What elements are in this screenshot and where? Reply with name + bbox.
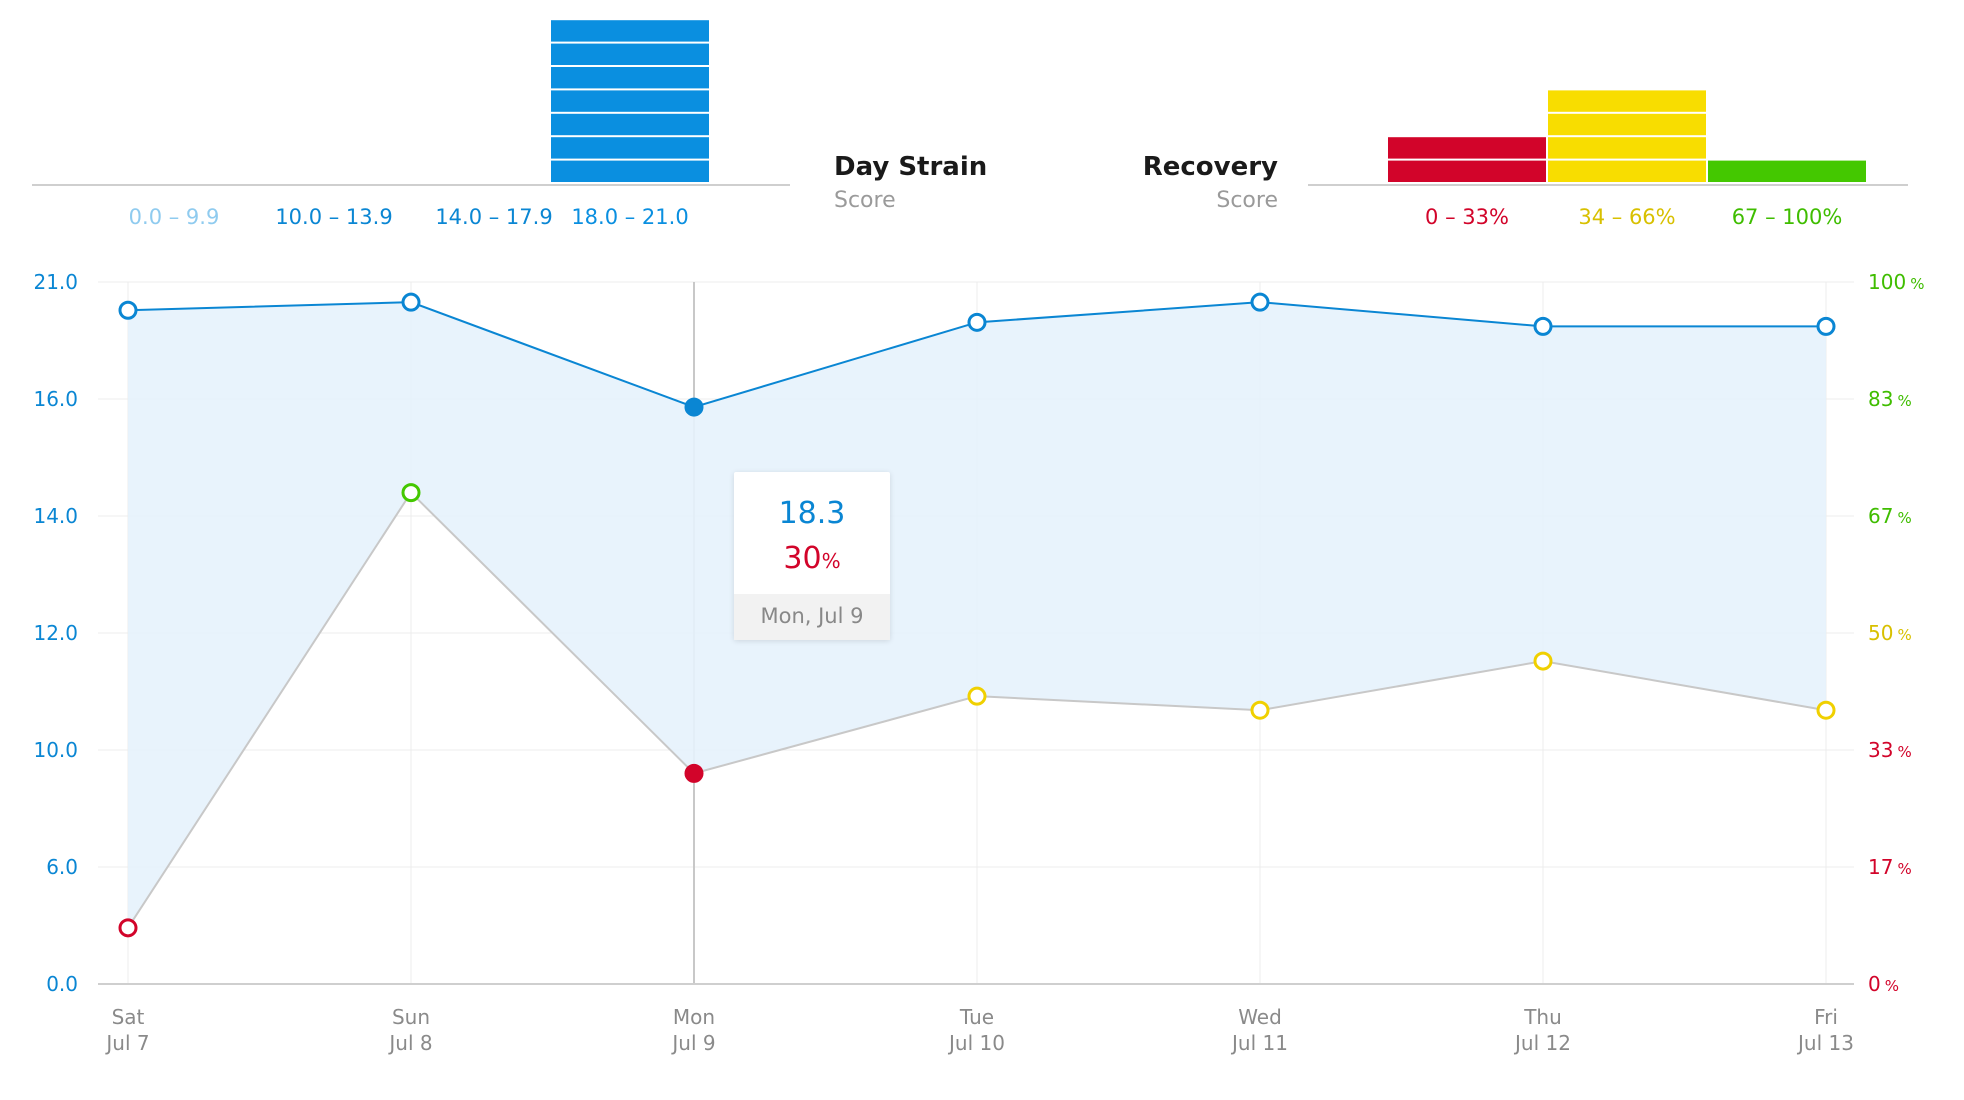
x-axis-day-label: Fri — [1814, 1005, 1838, 1029]
x-axis-date-label: Jul 9 — [670, 1031, 715, 1055]
left-axis-tick-label: 21.0 — [33, 270, 78, 294]
left-axis-tick-label: 12.0 — [33, 621, 78, 645]
x-axis-day-label: Thu — [1523, 1005, 1562, 1029]
x-axis-day-label: Tue — [959, 1005, 994, 1029]
recovery-point-tue — [967, 686, 987, 706]
x-axis-date-label: Jul 12 — [1513, 1031, 1571, 1055]
recovery-histogram-bin-label: 0 – 33% — [1425, 205, 1509, 229]
strain-histogram-bar-segment — [551, 20, 709, 42]
right-axis-tick-label: 50% — [1868, 621, 1912, 645]
x-axis-day-label: Sat — [112, 1005, 145, 1029]
recovery-histogram-bar-segment — [1548, 113, 1706, 136]
x-axis-day-label: Sun — [392, 1005, 430, 1029]
strain-point-sat — [118, 300, 138, 320]
tooltip-strain-value: 18.3 — [778, 496, 846, 531]
recovery-histogram-bin-label: 34 – 66% — [1578, 205, 1675, 229]
recovery-point-wed — [1250, 700, 1270, 720]
x-axis-date-label: Jul 8 — [387, 1031, 432, 1055]
tooltip-recovery-unit: % — [821, 549, 841, 573]
right-axis-tick-label: 33% — [1868, 738, 1912, 762]
recovery-title-block: Recovery Score — [1143, 152, 1278, 213]
strain-histogram-bar-segment — [551, 67, 709, 89]
recovery-point-sat — [118, 918, 138, 938]
recovery-histogram-bar-segment — [1548, 160, 1706, 182]
left-axis-tick-label: 6.0 — [46, 855, 78, 879]
strain-point-sun — [401, 292, 421, 312]
recovery-histogram-bin-label: 67 – 100% — [1732, 205, 1843, 229]
recovery-point-thu — [1533, 651, 1553, 671]
left-axis-tick-label: 16.0 — [33, 387, 78, 411]
tooltip-recovery: 30% — [734, 541, 890, 576]
right-axis-tick-label: 67% — [1868, 504, 1912, 528]
x-axis-day-label: Wed — [1238, 1005, 1282, 1029]
day-strain-title-block: Day Strain Score — [834, 152, 987, 213]
strain-point-fri — [1816, 316, 1836, 336]
x-axis-date-label: Jul 13 — [1796, 1031, 1854, 1055]
left-axis-tick-label: 0.0 — [46, 972, 78, 996]
recovery-title: Recovery — [1142, 152, 1278, 182]
right-axis-tick-label: 17% — [1868, 855, 1912, 879]
day-strain-title: Day Strain — [834, 152, 988, 182]
strain-histogram-bin-label: 18.0 – 21.0 — [571, 205, 688, 229]
strain-point-thu — [1533, 316, 1553, 336]
strain-histogram-bar-segment — [551, 43, 709, 65]
strain-histogram-bin-label: 14.0 – 17.9 — [435, 205, 552, 229]
left-axis-tick-label: 14.0 — [33, 504, 78, 528]
recovery-point-sun — [401, 483, 421, 503]
recovery-histogram-bar-segment — [1548, 90, 1706, 112]
left-axis-tick-label: 10.0 — [33, 738, 78, 762]
recovery-point-fri — [1816, 700, 1836, 720]
right-axis-tick-label: 0% — [1868, 972, 1899, 996]
strain-histogram-bar-segment — [551, 113, 709, 136]
recovery-subtitle: Score — [1216, 188, 1278, 213]
recovery-histogram-bar-segment — [1708, 160, 1866, 182]
x-axis-day-label: Mon — [673, 1005, 715, 1029]
right-axis-tick-label: 83% — [1868, 387, 1912, 411]
recovery-histogram-bar-segment — [1388, 160, 1546, 182]
x-axis-date-label: Jul 7 — [104, 1031, 149, 1055]
strain-point-wed — [1250, 292, 1270, 312]
recovery-histogram-bar-segment — [1388, 137, 1546, 159]
right-axis-tick-label: 100% — [1868, 270, 1924, 294]
x-axis-date-label: Jul 11 — [1230, 1031, 1288, 1055]
day-strain-subtitle: Score — [834, 188, 896, 213]
tooltip-date: Mon, Jul 9 — [734, 594, 890, 640]
strain-recovery-area — [128, 302, 1826, 928]
strain-point-tue — [967, 312, 987, 332]
tooltip-recovery-value: 30 — [783, 541, 822, 576]
data-tooltip: 18.3 30% Mon, Jul 9 — [734, 472, 890, 640]
strain-histogram-bin-label: 10.0 – 13.9 — [275, 205, 392, 229]
strain-histogram-bin-label: 0.0 – 9.9 — [129, 205, 220, 229]
recovery-histogram-bar-segment — [1548, 137, 1706, 159]
strain-histogram-bar-segment — [551, 90, 709, 112]
strain-point-mon — [684, 397, 704, 417]
strain-histogram-bar-segment — [551, 160, 709, 182]
strain-histogram-bar-segment — [551, 137, 709, 159]
x-axis-date-label: Jul 10 — [947, 1031, 1005, 1055]
recovery-point-mon — [684, 763, 704, 783]
